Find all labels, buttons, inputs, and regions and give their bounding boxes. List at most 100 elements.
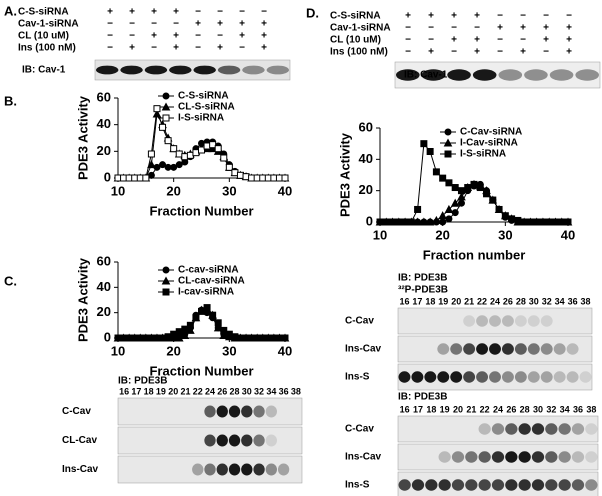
fraction-label: 34 bbox=[555, 296, 565, 306]
blot-band bbox=[489, 371, 501, 383]
x-axis-label: Fraction Number bbox=[149, 363, 253, 378]
point bbox=[214, 145, 222, 153]
legend-label: I-cav-siRNA bbox=[178, 287, 234, 298]
sign: − bbox=[151, 19, 157, 30]
legend-label: C-S-siRNA bbox=[178, 91, 229, 102]
row-label: C-Cav bbox=[345, 424, 374, 435]
row-label: Ins-S bbox=[345, 480, 370, 491]
fraction-label: 19 bbox=[438, 296, 448, 306]
sign: + bbox=[474, 11, 480, 22]
blot-band bbox=[144, 65, 168, 75]
point bbox=[220, 326, 228, 334]
sign: + bbox=[129, 43, 135, 54]
point bbox=[445, 215, 453, 223]
point bbox=[175, 161, 183, 169]
point bbox=[186, 321, 194, 329]
point bbox=[551, 218, 559, 226]
point bbox=[147, 160, 156, 169]
legend-marker bbox=[161, 276, 171, 285]
point bbox=[451, 184, 459, 192]
point bbox=[198, 307, 205, 315]
row-label: CL-Cav bbox=[62, 435, 97, 446]
row-label: Ins (100 nM) bbox=[330, 47, 388, 58]
sign: + bbox=[428, 47, 434, 58]
blot-band bbox=[505, 479, 518, 491]
sign: − bbox=[261, 7, 267, 18]
blot-band bbox=[277, 463, 290, 476]
fraction-label: 28 bbox=[520, 404, 530, 414]
x-tick-label: 30 bbox=[222, 343, 236, 358]
point bbox=[539, 218, 547, 226]
point bbox=[420, 140, 428, 148]
sign: − bbox=[497, 11, 503, 22]
blot-band bbox=[491, 479, 505, 491]
sign: − bbox=[520, 35, 526, 46]
point bbox=[407, 218, 415, 226]
point bbox=[174, 333, 184, 342]
fraction-label: 26 bbox=[506, 404, 516, 414]
point bbox=[432, 215, 441, 224]
y-tick-label: 40 bbox=[97, 116, 111, 131]
legend-marker bbox=[162, 92, 170, 100]
row-label: Ins-Cav bbox=[345, 344, 382, 355]
blot-band bbox=[566, 343, 579, 355]
point bbox=[209, 311, 217, 319]
point bbox=[192, 314, 200, 322]
legend-label: C-cav-siRNA bbox=[178, 265, 239, 276]
fraction-label: 30 bbox=[529, 296, 539, 306]
blot-band bbox=[571, 423, 585, 435]
blot-band bbox=[540, 343, 553, 355]
sign: + bbox=[520, 47, 526, 58]
blot-band bbox=[95, 65, 119, 75]
blot-band bbox=[553, 343, 566, 355]
blot-band bbox=[514, 371, 527, 383]
point bbox=[508, 215, 516, 223]
blot-band bbox=[241, 405, 253, 418]
point bbox=[376, 218, 384, 226]
blot-band bbox=[505, 451, 518, 463]
panel-label: D. bbox=[306, 5, 319, 20]
blot-label: IB: Cav-1 bbox=[22, 65, 66, 76]
point bbox=[533, 218, 541, 226]
fraction-label: 24 bbox=[493, 404, 503, 414]
x-tick-label: 30 bbox=[498, 227, 512, 242]
row-label: Ins-Cav bbox=[62, 464, 99, 475]
blot-band bbox=[472, 69, 497, 81]
point bbox=[439, 174, 447, 182]
blot-band bbox=[585, 479, 598, 491]
blot-band bbox=[498, 69, 523, 81]
row-label: Cav-1-siRNA bbox=[18, 19, 79, 30]
sign: + bbox=[217, 43, 223, 54]
fraction-label: 18 bbox=[425, 296, 435, 306]
blot-band bbox=[524, 69, 548, 81]
blot-band bbox=[531, 479, 545, 491]
fraction-label: 36 bbox=[573, 404, 583, 414]
blot-band bbox=[253, 463, 265, 476]
y-tick-label: 0 bbox=[104, 169, 111, 184]
blot-band bbox=[545, 451, 558, 463]
point bbox=[401, 218, 409, 226]
sign: + bbox=[474, 35, 480, 46]
legend-label: I-S-siRNA bbox=[178, 113, 224, 124]
blot-band bbox=[478, 479, 491, 491]
blot-band bbox=[266, 65, 290, 75]
blot-band bbox=[585, 451, 598, 463]
sign: − bbox=[107, 19, 113, 30]
sign: − bbox=[107, 43, 113, 54]
blot-band bbox=[120, 65, 143, 75]
point bbox=[445, 179, 453, 187]
blot-band bbox=[421, 69, 446, 81]
sign: + bbox=[543, 23, 549, 34]
blot-band bbox=[527, 343, 540, 355]
point bbox=[180, 330, 190, 339]
fraction-label: 16 bbox=[399, 296, 409, 306]
point bbox=[225, 163, 233, 171]
blot-band bbox=[465, 479, 478, 491]
y-tick-label: 60 bbox=[97, 253, 111, 268]
y-tick-label: 20 bbox=[97, 143, 111, 158]
blot-band bbox=[216, 434, 228, 447]
sign: − bbox=[405, 35, 411, 46]
fraction-label: 20 bbox=[453, 404, 463, 414]
fraction-label: 34 bbox=[560, 404, 570, 414]
legend-marker bbox=[444, 128, 452, 136]
